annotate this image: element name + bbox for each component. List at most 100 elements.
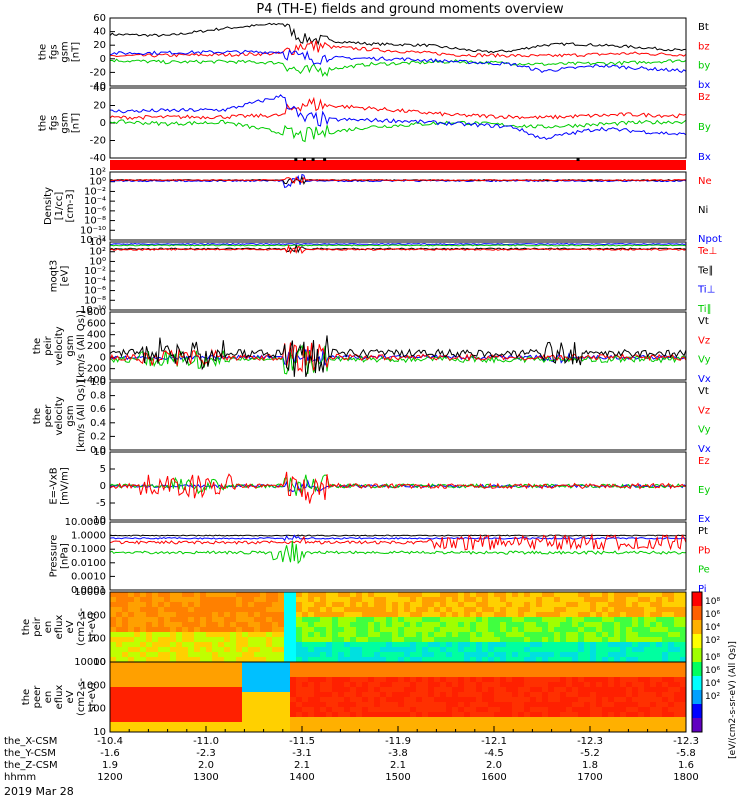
spectrogram-cell <box>488 667 495 673</box>
spectrogram-cell <box>650 677 657 683</box>
spectrogram-cell <box>308 677 315 683</box>
spectrogram-cell <box>488 722 495 728</box>
spectrogram-cell <box>374 612 381 618</box>
spectrogram-cell <box>218 697 225 703</box>
spectrogram-cell <box>164 692 171 698</box>
spectrogram-cell <box>434 707 441 713</box>
spectrogram-cell <box>644 622 651 628</box>
spectrogram-cell <box>422 637 429 643</box>
spectrogram-cell <box>536 662 543 668</box>
spectrogram-cell <box>122 627 129 633</box>
spectrogram-cell <box>374 602 381 608</box>
spectrogram-cell <box>224 662 231 668</box>
spectrogram-cell <box>146 657 153 663</box>
spectrogram-cell <box>404 617 411 623</box>
spectrogram-cell <box>368 632 375 638</box>
spectrogram-cell <box>560 717 567 723</box>
spectrogram-cell <box>590 677 597 683</box>
spectrogram-cell <box>452 592 459 598</box>
spectrogram-cell <box>116 637 123 643</box>
spectrogram-cell <box>668 722 675 728</box>
y-tick-label: 10 <box>93 657 106 668</box>
spectrogram-cell <box>536 707 543 713</box>
spectrogram-cell <box>398 707 405 713</box>
spectrogram-cell <box>296 682 303 688</box>
spectrogram-cell <box>272 682 279 688</box>
spectrogram-cell <box>608 657 615 663</box>
spectrogram-cell <box>374 717 381 723</box>
spectrogram-cell <box>248 647 255 653</box>
spectrogram-cell <box>248 682 255 688</box>
spectrogram-cell <box>392 597 399 603</box>
spectrogram-cell <box>194 677 201 683</box>
spectrogram-cell <box>140 662 147 668</box>
spectrogram-cell <box>128 597 135 603</box>
spectrogram-cell <box>512 592 519 598</box>
spectrogram-cell <box>266 657 273 663</box>
axis-row-value: -11.0 <box>193 736 219 747</box>
spectrogram-cell <box>188 607 195 613</box>
spectrogram-cell <box>176 697 183 703</box>
spectrogram-cell <box>302 642 309 648</box>
spectrogram-cell <box>224 657 231 663</box>
spectrogram-cell <box>134 642 141 648</box>
spectrogram-cell <box>206 697 213 703</box>
spectrogram-cell <box>476 667 483 673</box>
spectrogram-cell <box>326 677 333 683</box>
spectrogram-cell <box>434 602 441 608</box>
spectrogram-cell <box>194 687 201 693</box>
spectrogram-cell <box>452 652 459 658</box>
spectrogram-cell <box>518 712 525 718</box>
y-tick-label: -10 <box>90 515 106 526</box>
spectrogram-cell <box>650 692 657 698</box>
spectrogram-cell <box>476 617 483 623</box>
spectrogram-cell <box>380 682 387 688</box>
spectrogram-cell <box>548 707 555 713</box>
spectrogram-cell <box>614 712 621 718</box>
spectrogram-cell <box>344 692 351 698</box>
colorbar-swatch <box>692 592 702 607</box>
spectrogram-cell <box>560 682 567 688</box>
spectrogram-cell <box>110 607 117 613</box>
spectrogram-cell <box>590 647 597 653</box>
spectrogram-cell <box>146 592 153 598</box>
spectrogram-cell <box>230 697 237 703</box>
spectrogram-cell <box>650 647 657 653</box>
spectrogram-cell <box>320 657 327 663</box>
spectrogram-cell <box>524 707 531 713</box>
spectrogram-cell <box>536 702 543 708</box>
spectrogram-cell <box>662 702 669 708</box>
spectrogram-cell <box>188 682 195 688</box>
spectrogram-cell <box>290 632 297 638</box>
spectrogram-cell <box>302 702 309 708</box>
spectrogram-cell <box>434 662 441 668</box>
spectrogram-cell <box>110 707 117 713</box>
spectrogram-cell <box>518 682 525 688</box>
spectrogram-cell <box>278 707 285 713</box>
panel-frame <box>109 171 687 241</box>
spectrogram-cell <box>422 642 429 648</box>
spectrogram-cell <box>182 697 189 703</box>
spectrogram-cell <box>338 667 345 673</box>
spectrogram-cell <box>512 727 519 733</box>
spectrogram-cell <box>194 702 201 708</box>
spectrogram-cell <box>446 607 453 613</box>
spectrogram-cell <box>356 627 363 633</box>
spectrogram-cell <box>428 712 435 718</box>
spectrogram-cell <box>242 627 249 633</box>
spectrogram-cell <box>368 702 375 708</box>
spectrogram-cell <box>458 637 465 643</box>
spectrogram-cell <box>236 667 243 673</box>
spectrogram-cell <box>146 717 153 723</box>
spectrogram-cell <box>404 707 411 713</box>
spectrogram-cell <box>212 697 219 703</box>
spectrogram-cell <box>134 697 141 703</box>
spectrogram-cell <box>512 657 519 663</box>
spectrogram-cell <box>116 662 123 668</box>
spectrogram-cell <box>302 722 309 728</box>
spectrogram-cell <box>386 677 393 683</box>
spectrogram-cell <box>626 597 633 603</box>
spectrogram-cell <box>656 622 663 628</box>
y-axis-label: en <box>43 691 54 704</box>
spectrogram-cell <box>176 617 183 623</box>
